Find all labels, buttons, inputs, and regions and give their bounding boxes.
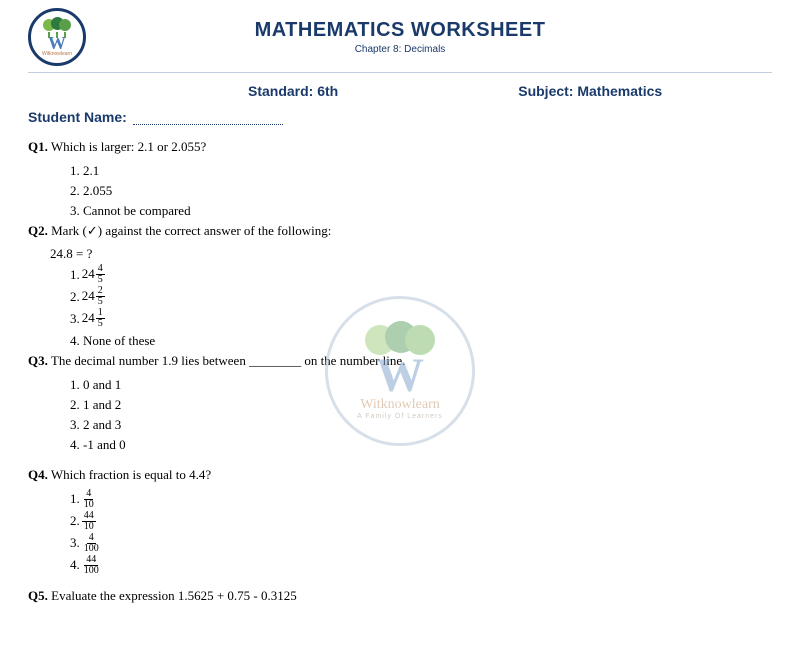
divider bbox=[28, 72, 772, 73]
page-subtitle: Chapter 8: Decimals bbox=[86, 44, 714, 55]
q2-opt1: 1. 2445 bbox=[70, 265, 772, 286]
q3-opt1: 1. 0 and 1 bbox=[70, 375, 772, 395]
standard-value: 6th bbox=[317, 83, 338, 99]
question-2: Q2. Mark (✓) against the correct answer … bbox=[28, 221, 772, 241]
q1-options: 1. 2.1 2. 2.055 3. Cannot be compared bbox=[70, 161, 772, 221]
page-title: MATHEMATICS WORKSHEET bbox=[86, 19, 714, 42]
q3-opt3: 3. 2 and 3 bbox=[70, 415, 772, 435]
q1-label: Q1. bbox=[28, 139, 48, 154]
q1-text: Which is larger: 2.1 or 2.055? bbox=[51, 139, 206, 154]
question-3: Q3. The decimal number 1.9 lies between … bbox=[28, 351, 772, 371]
brand-logo: W Witknowlearn bbox=[28, 8, 86, 66]
q5-label: Q5. bbox=[28, 588, 48, 603]
student-label: Student Name: bbox=[28, 109, 127, 125]
q1-opt2: 2. 2.055 bbox=[70, 181, 772, 201]
student-name-field[interactable] bbox=[133, 124, 283, 125]
q3-text: The decimal number 1.9 lies between ____… bbox=[51, 353, 406, 368]
student-row: Student Name: bbox=[28, 109, 772, 125]
header: W Witknowlearn MATHEMATICS WORKSHEET Cha… bbox=[28, 8, 772, 66]
q4-opt1: 1. 410 bbox=[70, 489, 772, 510]
q5-text: Evaluate the expression 1.5625 + 0.75 - … bbox=[51, 588, 297, 603]
q2-options: 1. 2445 2. 2425 3. 2415 4. None of these bbox=[70, 265, 772, 351]
q2-label: Q2. bbox=[28, 223, 48, 238]
q2-text: Mark (✓) against the correct answer of t… bbox=[51, 223, 331, 238]
trees-icon bbox=[43, 17, 71, 33]
q4-options: 1. 410 2. 4410 3. 4100 4. 44100 bbox=[70, 489, 772, 576]
question-1: Q1. Which is larger: 2.1 or 2.055? bbox=[28, 137, 772, 157]
q1-opt1: 1. 2.1 bbox=[70, 161, 772, 181]
q3-opt4: 4. -1 and 0 bbox=[70, 435, 772, 455]
q4-opt4: 4. 44100 bbox=[70, 555, 772, 576]
question-5: Q5. Evaluate the expression 1.5625 + 0.7… bbox=[28, 586, 772, 606]
meta-row: Standard: 6th Subject: Mathematics bbox=[28, 83, 772, 99]
q1-opt3: 3. Cannot be compared bbox=[70, 201, 772, 221]
q3-options: 1. 0 and 1 2. 1 and 2 3. 2 and 3 4. -1 a… bbox=[70, 375, 772, 456]
subject-label: Subject: bbox=[518, 83, 573, 99]
q2-opt4: 4. None of these bbox=[70, 331, 772, 351]
q2-opt2: 2. 2425 bbox=[70, 287, 772, 308]
q2-equation: 24.8 = ? bbox=[50, 244, 772, 264]
q2-opt3: 3. 2415 bbox=[70, 309, 772, 330]
q4-label: Q4. bbox=[28, 467, 48, 482]
standard-label: Standard: bbox=[248, 83, 313, 99]
q3-opt2: 2. 1 and 2 bbox=[70, 395, 772, 415]
question-4: Q4. Which fraction is equal to 4.4? bbox=[28, 465, 772, 485]
q4-opt3: 3. 4100 bbox=[70, 533, 772, 554]
q4-text: Which fraction is equal to 4.4? bbox=[51, 467, 211, 482]
q4-opt2: 2. 4410 bbox=[70, 511, 772, 532]
subject-value: Mathematics bbox=[577, 83, 662, 99]
logo-name: Witknowlearn bbox=[42, 51, 72, 57]
q3-label: Q3. bbox=[28, 353, 48, 368]
